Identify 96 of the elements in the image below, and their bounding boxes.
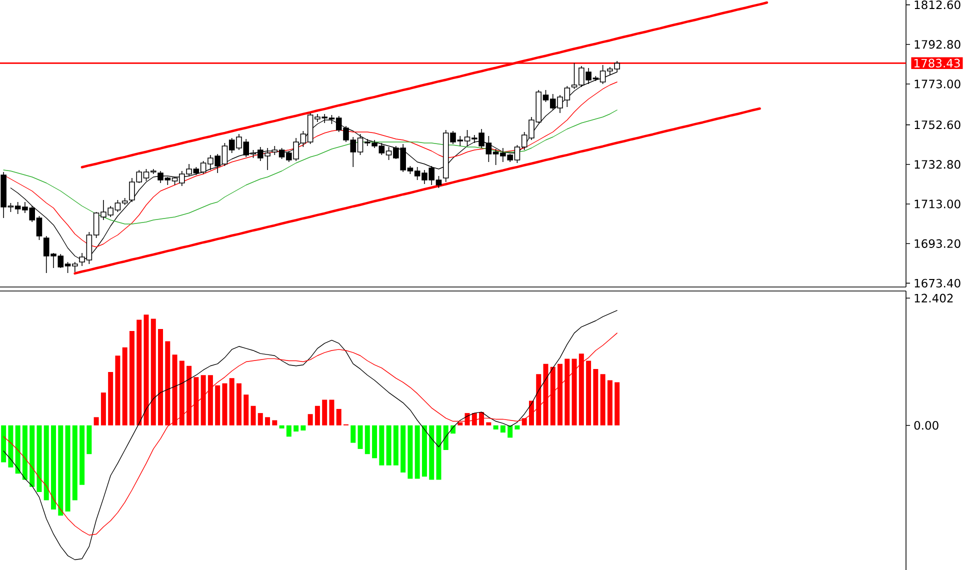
bar [400, 425, 406, 473]
bar [600, 374, 606, 426]
bar [336, 408, 342, 426]
bar [179, 360, 184, 426]
y-tick-label: 1693.20 [914, 239, 960, 248]
bar [350, 425, 356, 443]
bar [294, 425, 299, 432]
bar [72, 425, 78, 500]
bar [250, 406, 256, 426]
bar [244, 394, 249, 426]
bar [44, 425, 49, 500]
bar [564, 358, 570, 426]
bar [379, 425, 384, 466]
bar [322, 400, 328, 426]
y-tick-label: 1673.40 [914, 278, 960, 288]
bar [443, 425, 448, 450]
bar [593, 368, 598, 426]
bar [493, 425, 498, 430]
bar [115, 356, 120, 426]
y-tick-label: 1812.60 [914, 0, 960, 10]
bar [364, 425, 370, 454]
bar [522, 418, 527, 426]
bar [51, 425, 56, 510]
bar [408, 425, 413, 479]
y-tick-label: 1732.80 [914, 160, 960, 169]
bar [8, 425, 14, 468]
bar [279, 425, 284, 428]
bar [215, 385, 220, 426]
bar [508, 425, 513, 438]
bar [300, 425, 306, 430]
bar [108, 372, 114, 426]
bar [65, 425, 70, 512]
bar [100, 392, 106, 426]
y-tick-label: 1792.80 [914, 40, 960, 49]
bar [129, 331, 134, 426]
ref-line-label: 1783.43 [914, 58, 960, 68]
bar [514, 425, 520, 430]
bar [386, 425, 392, 466]
y-tick-label: 0.00 [914, 421, 938, 430]
bar [86, 425, 92, 454]
bar [136, 320, 142, 426]
bar [80, 425, 85, 485]
bar [30, 425, 35, 487]
bar [236, 383, 242, 426]
y-tick-label: 1752.60 [914, 120, 960, 130]
bar [500, 425, 506, 433]
bar [15, 425, 20, 474]
bar [607, 380, 612, 426]
bar [258, 413, 263, 426]
bar [429, 425, 434, 480]
bar [172, 354, 178, 426]
bar [436, 425, 442, 480]
bar [265, 417, 270, 426]
bar [464, 413, 470, 426]
bar [314, 406, 320, 426]
bar [572, 358, 577, 426]
bar [22, 425, 28, 480]
bar [414, 425, 420, 479]
bar [550, 366, 556, 426]
bar [543, 364, 548, 426]
bar [286, 425, 292, 437]
y-tick-label: 1773.00 [914, 80, 960, 88]
bar [358, 425, 363, 449]
bar [528, 400, 534, 426]
bar [186, 366, 192, 426]
y-tick-label: 1713.00 [914, 200, 960, 208]
bar [472, 413, 477, 426]
bar [614, 382, 620, 426]
bar [58, 425, 64, 516]
bar [222, 383, 228, 426]
bar [393, 425, 398, 466]
bar [536, 374, 542, 426]
bar [158, 328, 164, 426]
bar [229, 378, 234, 426]
bar [1, 425, 6, 462]
bar [422, 425, 427, 477]
bar [208, 375, 213, 426]
bar [200, 375, 206, 426]
bar [486, 422, 492, 426]
bar [150, 318, 156, 426]
bar [308, 414, 313, 426]
bar [558, 364, 563, 426]
y-tick-label: 12.402 [914, 294, 953, 302]
bar [94, 417, 99, 426]
bar [479, 412, 484, 426]
bar [329, 400, 334, 426]
bar [194, 377, 199, 426]
bar [578, 354, 584, 426]
bar [165, 341, 170, 426]
bar [586, 360, 592, 426]
bar [272, 420, 278, 426]
bar [458, 422, 463, 426]
bar [36, 425, 42, 492]
bar [372, 425, 378, 458]
bar [122, 347, 128, 426]
bar [144, 314, 149, 426]
